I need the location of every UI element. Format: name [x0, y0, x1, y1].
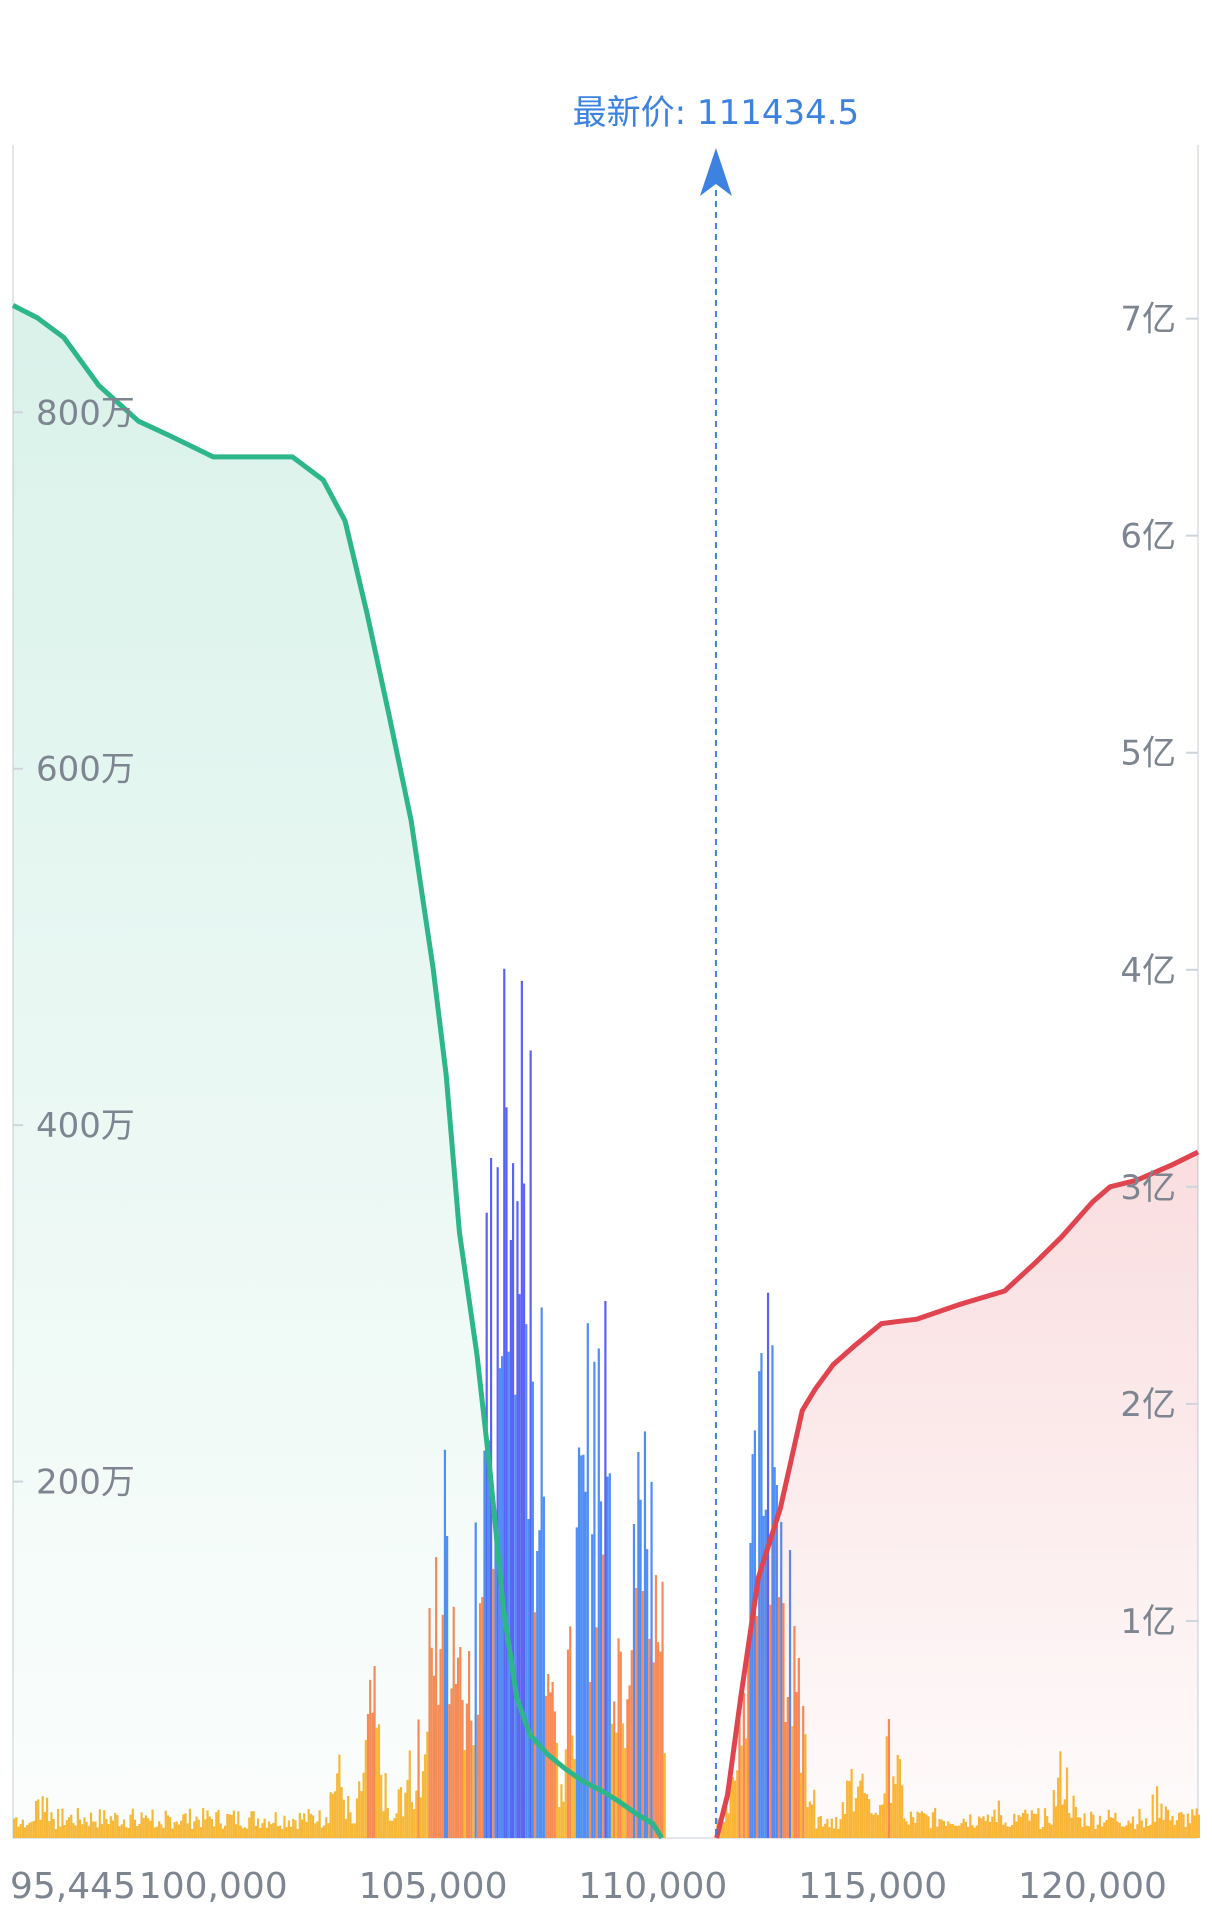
histogram-bar [639, 1499, 642, 1838]
histogram-bar [615, 1732, 618, 1838]
histogram-bar [643, 1431, 647, 1838]
histogram-bar [608, 1473, 611, 1838]
histogram-bar [536, 1551, 539, 1838]
histogram-bar [595, 1627, 598, 1838]
y-left-tick-label: 200万 [36, 1463, 135, 1503]
histogram-bar [641, 1590, 644, 1838]
histogram-bar [617, 1638, 620, 1838]
histogram-bar [599, 1501, 603, 1838]
y-left-tick-label: 800万 [36, 393, 135, 433]
histogram-bar [511, 1163, 515, 1838]
histogram-bar [597, 1348, 600, 1838]
histogram-bar [593, 1361, 596, 1838]
histogram-bar [527, 1519, 530, 1838]
y-right-tick-label: 6亿 [1120, 517, 1176, 557]
x-tick-label: 100,000 [139, 1866, 288, 1907]
histogram-bar [542, 1496, 545, 1838]
ask-depth-line [714, 1149, 1200, 1839]
histogram-bar [646, 1549, 649, 1838]
histogram-bar [575, 1527, 578, 1838]
x-tick-label: 105,000 [359, 1866, 508, 1907]
histogram-bar [507, 1351, 510, 1838]
histogram-bar [529, 1050, 532, 1838]
histogram-bar [624, 1748, 627, 1838]
x-tick-label: 110,000 [578, 1866, 727, 1907]
ask-depth-area [716, 1152, 1198, 1838]
histogram-bar [604, 1301, 607, 1838]
histogram-bar [659, 1651, 662, 1838]
y-left-tick-label: 400万 [36, 1106, 135, 1146]
depth-areas [11, 303, 1200, 1840]
last-price-marker: 最新价: 111434.5 [573, 93, 860, 1838]
bid-depth-line [11, 303, 664, 1840]
histogram-bar [580, 1455, 583, 1838]
y-right-tick-label: 3亿 [1120, 1168, 1176, 1208]
histogram-bar [632, 1523, 636, 1838]
histogram-bar [591, 1534, 594, 1838]
histogram-bar [588, 1681, 592, 1838]
histogram-bar [503, 968, 506, 1838]
y-right-tick-label: 1亿 [1120, 1602, 1176, 1642]
histogram-bar [531, 1381, 534, 1838]
histogram-bar [520, 980, 523, 1838]
y-right-tick-label: 5亿 [1120, 734, 1176, 774]
histogram-bar [657, 1642, 660, 1838]
histogram-bar [514, 1394, 517, 1838]
histogram-bar [509, 1239, 512, 1838]
histogram-bar [582, 1454, 585, 1838]
axis-labels: 200万 400万 600万 800万 1亿 2亿 3亿 4亿 5亿 6亿 7亿 95,445 100,… [10, 300, 1198, 1907]
x-tick-label: 120,000 [1018, 1866, 1167, 1907]
histogram-bar [525, 1324, 528, 1838]
histogram-bar [635, 1587, 638, 1838]
histogram-bar [654, 1575, 658, 1838]
last-price-label: 最新价: 111434.5 [573, 93, 860, 133]
y-left-tick-label: 600万 [36, 750, 135, 790]
histogram-bar [538, 1530, 541, 1838]
histogram-bar [626, 1699, 629, 1838]
histogram-bar [630, 1650, 633, 1838]
histogram-bar [663, 1753, 666, 1838]
last-price-arrow-icon [699, 148, 732, 196]
histogram-bar [606, 1476, 609, 1838]
histogram-bar [652, 1662, 655, 1838]
histogram-bar [496, 1167, 499, 1838]
histogram-bar [540, 1307, 543, 1838]
y-right-tick-label: 4亿 [1120, 951, 1176, 991]
histogram-bar [505, 1107, 508, 1838]
histogram-bar [610, 1723, 614, 1838]
x-tick-label: 95,445 [10, 1866, 136, 1907]
histogram-bar [533, 1612, 537, 1838]
histogram-bar [602, 1554, 605, 1838]
histogram-bar [566, 1649, 570, 1838]
histogram-bar [584, 1491, 587, 1838]
histogram-bar [522, 1183, 526, 1838]
histogram-bar [613, 1701, 616, 1838]
y-right-tick-label: 7亿 [1120, 300, 1176, 340]
histogram-bar [650, 1481, 653, 1838]
bid-depth-area [13, 305, 662, 1839]
x-tick-label: 115,000 [798, 1866, 947, 1907]
histogram-bar [518, 1294, 521, 1838]
histogram-bar [661, 1581, 664, 1838]
y-right-tick-label: 2亿 [1120, 1385, 1176, 1425]
histogram-bar [586, 1323, 589, 1838]
histogram-bar [621, 1723, 625, 1838]
histogram-bar [619, 1651, 622, 1838]
histogram-bar [577, 1447, 581, 1838]
histogram-bar [569, 1626, 572, 1838]
histogram-bar [637, 1452, 640, 1838]
histogram-bar [516, 1201, 519, 1838]
histogram-bar [648, 1638, 651, 1838]
histogram-bar [628, 1685, 631, 1838]
histogram-bar [1197, 1814, 1200, 1838]
